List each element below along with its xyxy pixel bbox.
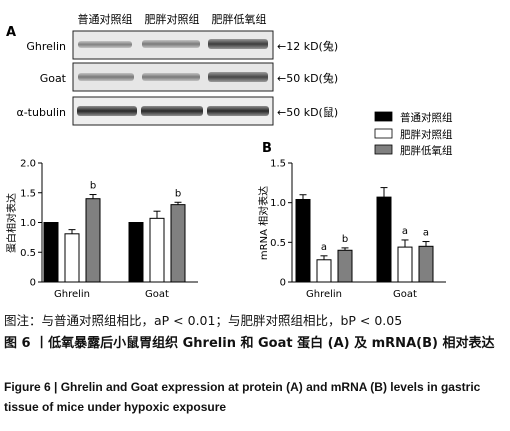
legend-label-obese-control: 肥胖对照组 <box>400 128 453 141</box>
y-tick-label: 1.5 <box>20 188 36 199</box>
x-tick-label: Goat <box>393 289 417 300</box>
significance-label: a <box>402 226 408 237</box>
panel-a-letter: A <box>6 25 16 40</box>
blot-band <box>142 73 200 81</box>
y-tick-label: 1.0 <box>20 218 36 229</box>
y-tick-label: 0 <box>30 278 36 289</box>
blot-marker: ←12 kD(兔) <box>277 39 338 53</box>
bar <box>397 246 413 283</box>
blot-band <box>78 41 132 48</box>
x-tick-label: Goat <box>145 289 169 300</box>
lane-headers: 普通对照组 肥胖对照组 肥胖低氧组 <box>78 12 267 26</box>
y-tick-label: 2.0 <box>20 159 36 170</box>
bar <box>43 222 59 283</box>
protein-expression-chart: 蛋白相对表达 0 0.5 1.0 1.5 2.0 Ghrelin b Goat b <box>5 159 198 300</box>
bar <box>376 196 392 283</box>
bar <box>149 217 165 283</box>
bar <box>170 204 186 283</box>
legend-label-normal-control: 普通对照组 <box>400 111 453 124</box>
blot-marker: ←50 kD(鼠) <box>277 105 338 119</box>
bar <box>128 222 144 283</box>
y-tick-label: 0 <box>280 278 286 289</box>
significance-label: b <box>342 234 348 245</box>
significance-label: a <box>423 228 429 239</box>
blot-band <box>208 39 268 49</box>
bar <box>418 245 434 283</box>
figure-title-cn: 图 6 丨低氧暴露后小鼠胃组织 Ghrelin 和 Goat 蛋白 (A) 及 … <box>4 336 495 351</box>
legend-label-obese-hypoxia: 肥胖低氧组 <box>400 144 453 157</box>
significance-label: b <box>175 188 181 199</box>
blot-row-ghrelin: Ghrelin ←12 kD(兔) <box>26 30 338 60</box>
lane-header-obese-hypoxia: 肥胖低氧组 <box>212 12 267 26</box>
lane-header-obese-control: 肥胖对照组 <box>145 12 200 26</box>
y-tick-label: 1.5 <box>270 159 286 170</box>
panel-b-letter: B <box>262 141 272 156</box>
blot-row-label: Goat <box>40 72 67 85</box>
protein-y-axis-title: 蛋白相对表达 <box>5 193 18 253</box>
y-tick-label: 0.5 <box>270 238 286 249</box>
significance-label: b <box>90 181 96 192</box>
y-tick-label: 1.0 <box>270 198 286 209</box>
bar <box>337 249 353 283</box>
significance-label: a <box>321 242 327 253</box>
bar <box>85 198 101 283</box>
blot-row-label: Ghrelin <box>26 40 66 53</box>
blot-band <box>207 106 269 116</box>
blot-row-goat: Goat ←50 kD(兔) <box>40 62 338 92</box>
blot-marker: ←50 kD(兔) <box>277 71 338 85</box>
mrna-expression-chart: mRNA 相对表达 0 0.5 1.0 1.5 Ghrelin a b Goat a a <box>257 159 446 300</box>
bar <box>316 259 332 283</box>
lane-header-normal-control: 普通对照组 <box>78 12 133 26</box>
blot-row-tubulin: α-tubulin ←50 kD(鼠) <box>16 96 338 126</box>
blot-band <box>78 73 134 81</box>
legend-swatch-obese-hypoxia <box>374 144 393 155</box>
y-tick-label: 0.5 <box>20 248 36 259</box>
legend: 普通对照组 肥胖对照组 肥胖低氧组 <box>374 111 453 157</box>
blot-band <box>77 106 137 116</box>
bar <box>64 233 80 283</box>
x-tick-label: Ghrelin <box>306 289 342 300</box>
x-tick-label: Ghrelin <box>54 289 90 300</box>
blot-band <box>142 40 200 48</box>
bar <box>295 198 311 283</box>
legend-swatch-obese-control <box>374 128 393 139</box>
blot-band <box>208 72 268 82</box>
figure-title-en: Figure 6 | Ghrelin and Goat expression a… <box>4 380 481 414</box>
mrna-y-axis-title: mRNA 相对表达 <box>257 186 270 260</box>
legend-swatch-normal-control <box>374 111 393 122</box>
blot-row-label: α-tubulin <box>16 106 66 119</box>
figure-note: 图注：与普通对照组相比，aP < 0.01；与肥胖对照组相比，bP < 0.05 <box>4 313 403 328</box>
blot-band <box>141 106 203 116</box>
figure-canvas: A 普通对照组 肥胖对照组 肥胖低氧组 Ghrelin ←12 kD(兔) Go… <box>5 12 453 300</box>
